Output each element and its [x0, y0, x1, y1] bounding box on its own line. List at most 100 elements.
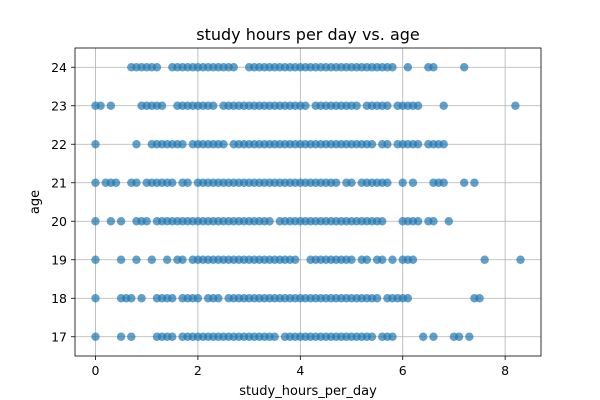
data-point: [362, 255, 372, 264]
data-point: [480, 255, 489, 264]
y-tick-label: 17: [51, 329, 67, 344]
data-point: [465, 332, 474, 341]
data-point: [290, 255, 300, 264]
data-point: [183, 178, 192, 187]
plot-frame: [74, 47, 542, 357]
data-point: [408, 255, 418, 264]
data-point: [347, 178, 356, 187]
data-point: [91, 140, 100, 149]
data-point: [116, 217, 126, 226]
data-point: [168, 178, 177, 187]
data-point: [419, 332, 428, 341]
y-axis-ticks: 17 18 19 20 21 22 23 24: [51, 60, 75, 344]
data-point: [372, 294, 382, 303]
data-point: [403, 294, 413, 303]
data-point: [439, 178, 448, 187]
data-point: [408, 178, 418, 187]
data-point: [106, 217, 116, 226]
data-point: [91, 332, 100, 341]
y-tick-label: 19: [51, 252, 67, 267]
x-tick-label: 4: [296, 363, 304, 378]
y-tick-label: 21: [51, 175, 67, 190]
data-point: [301, 101, 310, 110]
data-point: [475, 294, 484, 303]
data-point: [388, 255, 397, 264]
data-point: [142, 217, 151, 226]
data-point: [229, 63, 238, 72]
data-point: [193, 294, 203, 303]
grid: [75, 48, 541, 356]
data-point: [111, 178, 121, 187]
data-point: [91, 217, 100, 226]
data-point: [429, 217, 438, 226]
y-tick-label: 18: [51, 291, 67, 306]
data-point: [388, 332, 397, 341]
x-tick-label: 2: [194, 363, 202, 378]
data-point: [367, 332, 377, 341]
data-point: [388, 63, 397, 72]
x-tick-label: 6: [399, 363, 407, 378]
data-point: [413, 217, 423, 226]
data-point: [459, 178, 469, 187]
data-point: [516, 255, 525, 264]
data-point: [413, 101, 423, 110]
data-point: [378, 217, 387, 226]
data-point: [147, 255, 157, 264]
data-point: [347, 255, 356, 264]
y-tick-label: 22: [51, 137, 67, 152]
data-point: [168, 332, 177, 341]
y-tick-label: 20: [51, 214, 67, 229]
data-point: [378, 255, 387, 264]
data-point: [439, 140, 448, 149]
data-point: [511, 101, 520, 110]
data-point: [132, 178, 141, 187]
data-point: [403, 63, 413, 72]
y-tick-label: 24: [51, 60, 67, 75]
chart-title: study hours per day vs. age: [196, 25, 420, 44]
y-axis-label: age: [28, 190, 43, 214]
data-point: [429, 63, 438, 72]
data-point: [383, 101, 392, 110]
data-point: [127, 294, 136, 303]
data-point: [132, 140, 141, 149]
data-point: [439, 101, 448, 110]
data-points: [91, 63, 525, 341]
y-tick-label: 23: [51, 98, 67, 113]
data-point: [162, 255, 172, 264]
data-point: [270, 332, 279, 341]
x-axis-label: study_hours_per_day: [239, 384, 377, 399]
data-point: [429, 332, 438, 341]
data-point: [91, 294, 100, 303]
data-point: [132, 255, 141, 264]
data-point: [367, 140, 377, 149]
data-point: [127, 332, 136, 341]
data-point: [116, 255, 126, 264]
data-point: [209, 101, 218, 110]
data-point: [96, 101, 105, 110]
data-point: [459, 63, 469, 72]
data-point: [178, 140, 187, 149]
data-point: [352, 101, 361, 110]
data-point: [91, 178, 100, 187]
data-point: [116, 332, 126, 341]
data-point: [219, 140, 228, 149]
x-tick-label: 0: [92, 363, 100, 378]
data-point: [168, 294, 177, 303]
data-point: [178, 255, 187, 264]
data-point: [383, 178, 392, 187]
x-tick-label: 8: [501, 363, 509, 378]
data-point: [413, 140, 423, 149]
data-point: [91, 255, 100, 264]
data-point: [398, 178, 407, 187]
data-point: [137, 294, 146, 303]
data-point: [157, 101, 167, 110]
data-point: [454, 332, 464, 341]
data-point: [383, 140, 392, 149]
data-point: [331, 178, 341, 187]
data-point: [444, 217, 454, 226]
data-point: [470, 178, 479, 187]
data-point: [152, 63, 162, 72]
data-point: [106, 101, 116, 110]
